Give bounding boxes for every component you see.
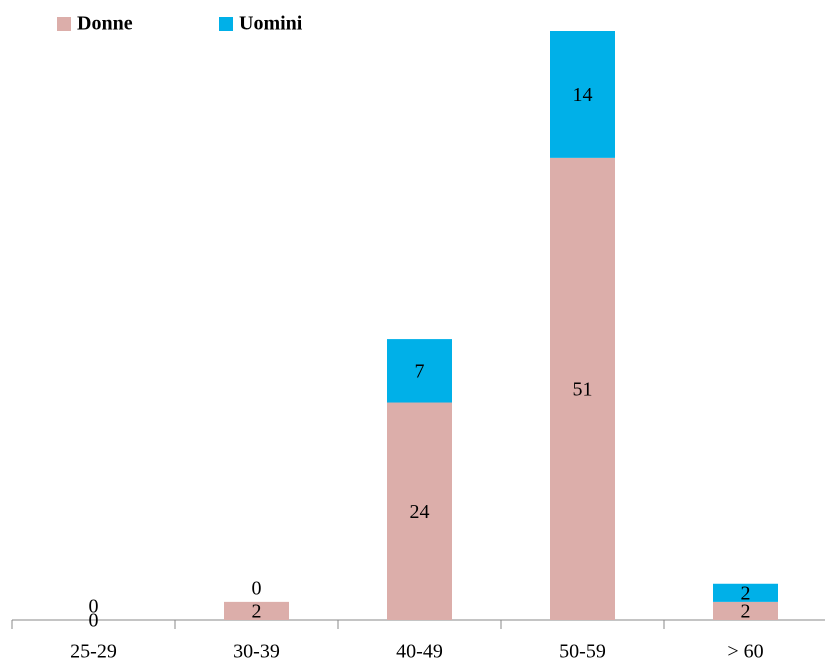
legend-swatch [57, 17, 71, 31]
legend-label: Uomini [239, 13, 303, 35]
x-tick-label: 30-39 [233, 641, 280, 663]
x-tick-label: 40-49 [396, 641, 443, 663]
bar-segment [387, 402, 452, 620]
legend-label: Donne [77, 13, 133, 35]
bar-segment [550, 157, 615, 620]
data-label: 0 [252, 577, 262, 599]
data-label: 0 [89, 596, 99, 618]
data-label: 7 [415, 360, 425, 382]
x-tick-label: 50-59 [559, 641, 606, 663]
x-tick-label: > 60 [727, 641, 763, 663]
bar-segment [550, 31, 615, 158]
data-label: 2 [252, 601, 262, 623]
data-label: 2 [741, 582, 751, 604]
x-tick-label: 25-29 [70, 641, 117, 663]
bar-segment [224, 601, 289, 620]
bar-segment [387, 339, 452, 403]
bar-segment [713, 583, 778, 602]
data-label: 51 [573, 379, 593, 401]
data-label: 14 [573, 84, 593, 106]
legend-swatch [219, 17, 233, 31]
data-label: 24 [410, 501, 430, 523]
bar-segment [713, 601, 778, 620]
data-label: 2 [741, 601, 751, 623]
data-label: 0 [89, 610, 99, 632]
